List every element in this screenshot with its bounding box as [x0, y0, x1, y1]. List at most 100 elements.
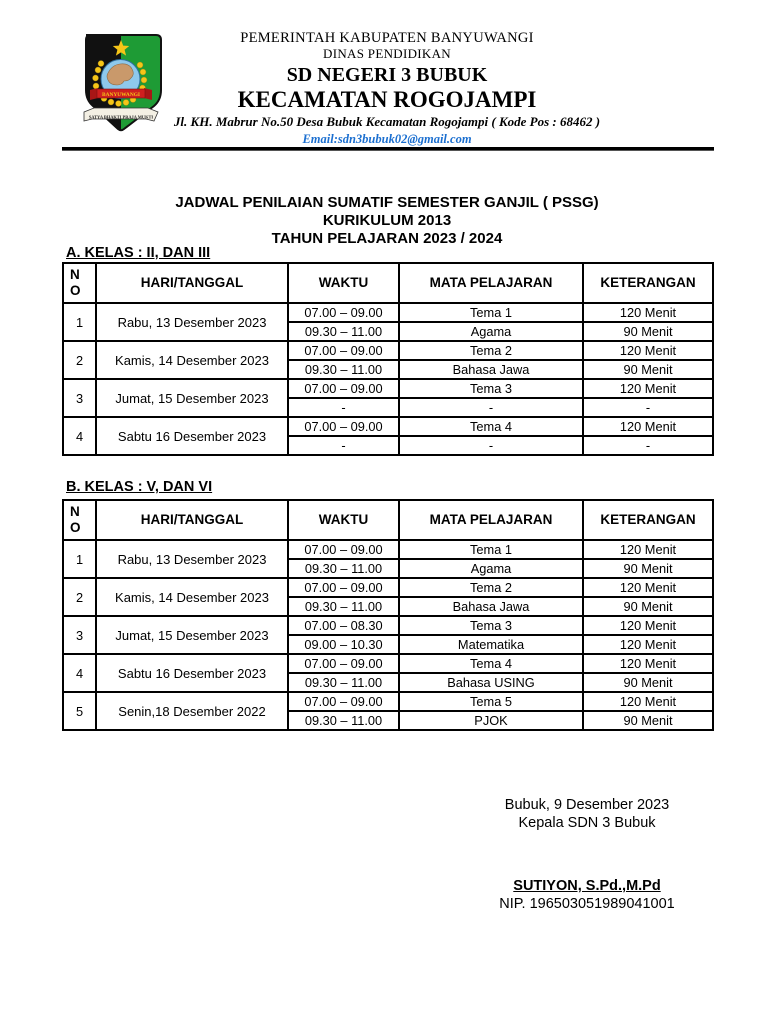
subject-cell: Tema 1: [398, 302, 584, 323]
duration-cell: 90 Menit: [582, 710, 714, 731]
signature-block: Bubuk, 9 Desember 2023 Kepala SDN 3 Bubu…: [452, 796, 722, 913]
subject-cell: Bahasa Jawa: [398, 359, 584, 380]
subject-cell: Agama: [398, 558, 584, 579]
header-row: N O HARI/TANGGAL WAKTU MATA PELAJARAN KETERA…: [62, 499, 714, 541]
time-cell: 09.30 – 11.00: [287, 672, 400, 693]
schedule-table: N O HARI/TANGGAL WAKTU MATA PELAJARAN KETERA…: [62, 262, 714, 456]
duration-cell: -: [582, 397, 714, 418]
letterhead-text: PEMERINTAH KABUPATEN BANYUWANGI DINAS PE…: [62, 30, 712, 148]
duration-cell: 90 Menit: [582, 596, 714, 617]
no-cell: 3: [62, 378, 97, 418]
title-line-2: KURIKULUM 2013: [322, 212, 452, 229]
time-cell: -: [287, 397, 400, 418]
time-cell: 07.00 – 09.00: [287, 416, 400, 437]
time-cell: 07.00 – 09.00: [287, 340, 400, 361]
column-header: MATA PELAJARAN: [398, 262, 584, 304]
date-cell: Jumat, 15 Desember 2023: [95, 378, 289, 418]
date-cell: Kamis, 14 Desember 2023: [95, 340, 289, 380]
subject-cell: Tema 4: [398, 653, 584, 674]
email-link[interactable]: Email:sdn3bubuk02@gmail.com: [302, 131, 472, 146]
crest-banner-text: BANYUWANGI: [102, 92, 140, 98]
column-header: N O: [62, 499, 97, 541]
subject-cell: PJOK: [398, 710, 584, 731]
time-cell: 07.00 – 08.30: [287, 615, 400, 636]
table-row: 09.30 – 11.00 Agama 90 Menit: [63, 321, 714, 342]
subject-cell: Agama: [398, 321, 584, 342]
duration-cell: 120 Menit: [582, 615, 714, 636]
table-row: 4 Sabtu 16 Desember 2023 07.00 – 09.00 Tema…: [62, 416, 714, 456]
section-a-heading: A. KELAS : II, DAN III: [66, 245, 211, 261]
letterhead-department-line: DINAS PENDIDIKAN: [323, 45, 451, 61]
subject-cell: Bahasa Jawa: [398, 596, 584, 617]
time-cell: -: [287, 435, 400, 456]
letterhead-divider: [62, 147, 714, 151]
time-cell: 09.30 – 11.00: [287, 710, 400, 731]
letterhead-district-name: KECAMATAN ROGOJAMPI: [237, 86, 537, 112]
no-cell: 2: [62, 577, 97, 617]
crest-motto-text: SATYA BHAKTI PRAJA MUKTI: [89, 115, 154, 120]
duration-cell: 120 Menit: [582, 577, 714, 598]
table-row: 09.30 – 11.00 PJOK 90 Menit: [63, 710, 714, 731]
subject-cell: Bahasa USING: [398, 672, 584, 693]
no-cell: 4: [62, 416, 97, 456]
title-line-3: TAHUN PELAJARAN 2023 / 2024: [271, 230, 503, 247]
column-header: HARI/TANGGAL: [95, 262, 289, 304]
signature-nip: NIP. 196503051989041001: [499, 896, 675, 912]
time-cell: 07.00 – 09.00: [287, 691, 400, 712]
column-header: N O: [62, 262, 97, 304]
column-header: MATA PELAJARAN: [398, 499, 584, 541]
time-cell: 07.00 – 09.00: [287, 653, 400, 674]
date-cell: Sabtu 16 Desember 2023: [95, 416, 289, 456]
time-cell: 07.00 – 09.00: [287, 577, 400, 598]
time-cell: 09.30 – 11.00: [287, 359, 400, 380]
date-cell: Senin,18 Desember 2022: [95, 691, 289, 731]
date-cell: Jumat, 15 Desember 2023: [95, 615, 289, 655]
duration-cell: 90 Menit: [582, 672, 714, 693]
time-cell: 09.30 – 11.00: [287, 321, 400, 342]
title-line-1: JADWAL PENILAIAN SUMATIF SEMESTER GANJIL…: [175, 194, 599, 211]
time-cell: 09.30 – 11.00: [287, 558, 400, 579]
banyuwangi-crest-logo: BANYUWANGI SATYA BHAKTI PRAJA MUKTI: [74, 32, 168, 136]
date-cell: Kamis, 14 Desember 2023: [95, 577, 289, 617]
column-header: HARI/TANGGAL: [95, 499, 289, 541]
document-title: JADWAL PENILAIAN SUMATIF SEMESTER GANJIL…: [62, 194, 712, 248]
duration-cell: 120 Menit: [582, 653, 714, 674]
duration-cell: 90 Menit: [582, 558, 714, 579]
time-cell: 09.30 – 11.00: [287, 596, 400, 617]
time-cell: 07.00 – 09.00: [287, 378, 400, 399]
table-row: 09.00 – 10.30 Matematika 120 Menit: [63, 634, 714, 655]
table-row: 09.30 – 11.00 Agama 90 Menit: [63, 558, 714, 579]
duration-cell: 120 Menit: [582, 302, 714, 323]
subject-cell: Matematika: [398, 634, 584, 655]
column-header: KETERANGAN: [582, 499, 714, 541]
table-row: 1 Rabu, 13 Desember 2023 07.00 – 09.00 Tema…: [62, 302, 714, 342]
subject-cell: -: [398, 397, 584, 418]
subject-cell: Tema 3: [398, 615, 584, 636]
table-row: 2 Kamis, 14 Desember 2023 07.00 – 09.00 Tem…: [62, 577, 714, 617]
subject-cell: Tema 4: [398, 416, 584, 437]
no-cell: 1: [62, 539, 97, 579]
time-cell: 07.00 – 09.00: [287, 539, 400, 560]
letterhead: BANYUWANGI SATYA BHAKTI PRAJA MUKTI PEME…: [62, 30, 712, 148]
table-row: ---: [63, 435, 714, 456]
subject-cell: Tema 3: [398, 378, 584, 399]
duration-cell: 120 Menit: [582, 340, 714, 361]
date-cell: Rabu, 13 Desember 2023: [95, 539, 289, 579]
duration-cell: 120 Menit: [582, 416, 714, 437]
schedule-table: N O HARI/TANGGAL WAKTU MATA PELAJARAN KETERA…: [62, 499, 714, 731]
subject-cell: Tema 2: [398, 577, 584, 598]
duration-cell: 120 Menit: [582, 539, 714, 560]
table-row: 09.30 – 11.00 Bahasa USING 90 Menit: [63, 672, 714, 693]
duration-cell: 120 Menit: [582, 691, 714, 712]
signature-place-date: Bubuk, 9 Desember 2023: [504, 797, 670, 813]
duration-cell: 120 Menit: [582, 634, 714, 655]
duration-cell: 120 Menit: [582, 378, 714, 399]
duration-cell: 90 Menit: [582, 321, 714, 342]
time-cell: 09.00 – 10.30: [287, 634, 400, 655]
table-row: 5 Senin,18 Desember 2022 07.00 – 09.00 Tema…: [62, 691, 714, 731]
table-row: 3 Jumat, 15 Desember 2023 07.00 – 09.00 Tem…: [62, 378, 714, 418]
date-cell: Sabtu 16 Desember 2023: [95, 653, 289, 693]
duration-cell: -: [582, 435, 714, 456]
section-b-heading: B. KELAS : V, DAN VI: [66, 479, 213, 495]
column-header: KETERANGAN: [582, 262, 714, 304]
